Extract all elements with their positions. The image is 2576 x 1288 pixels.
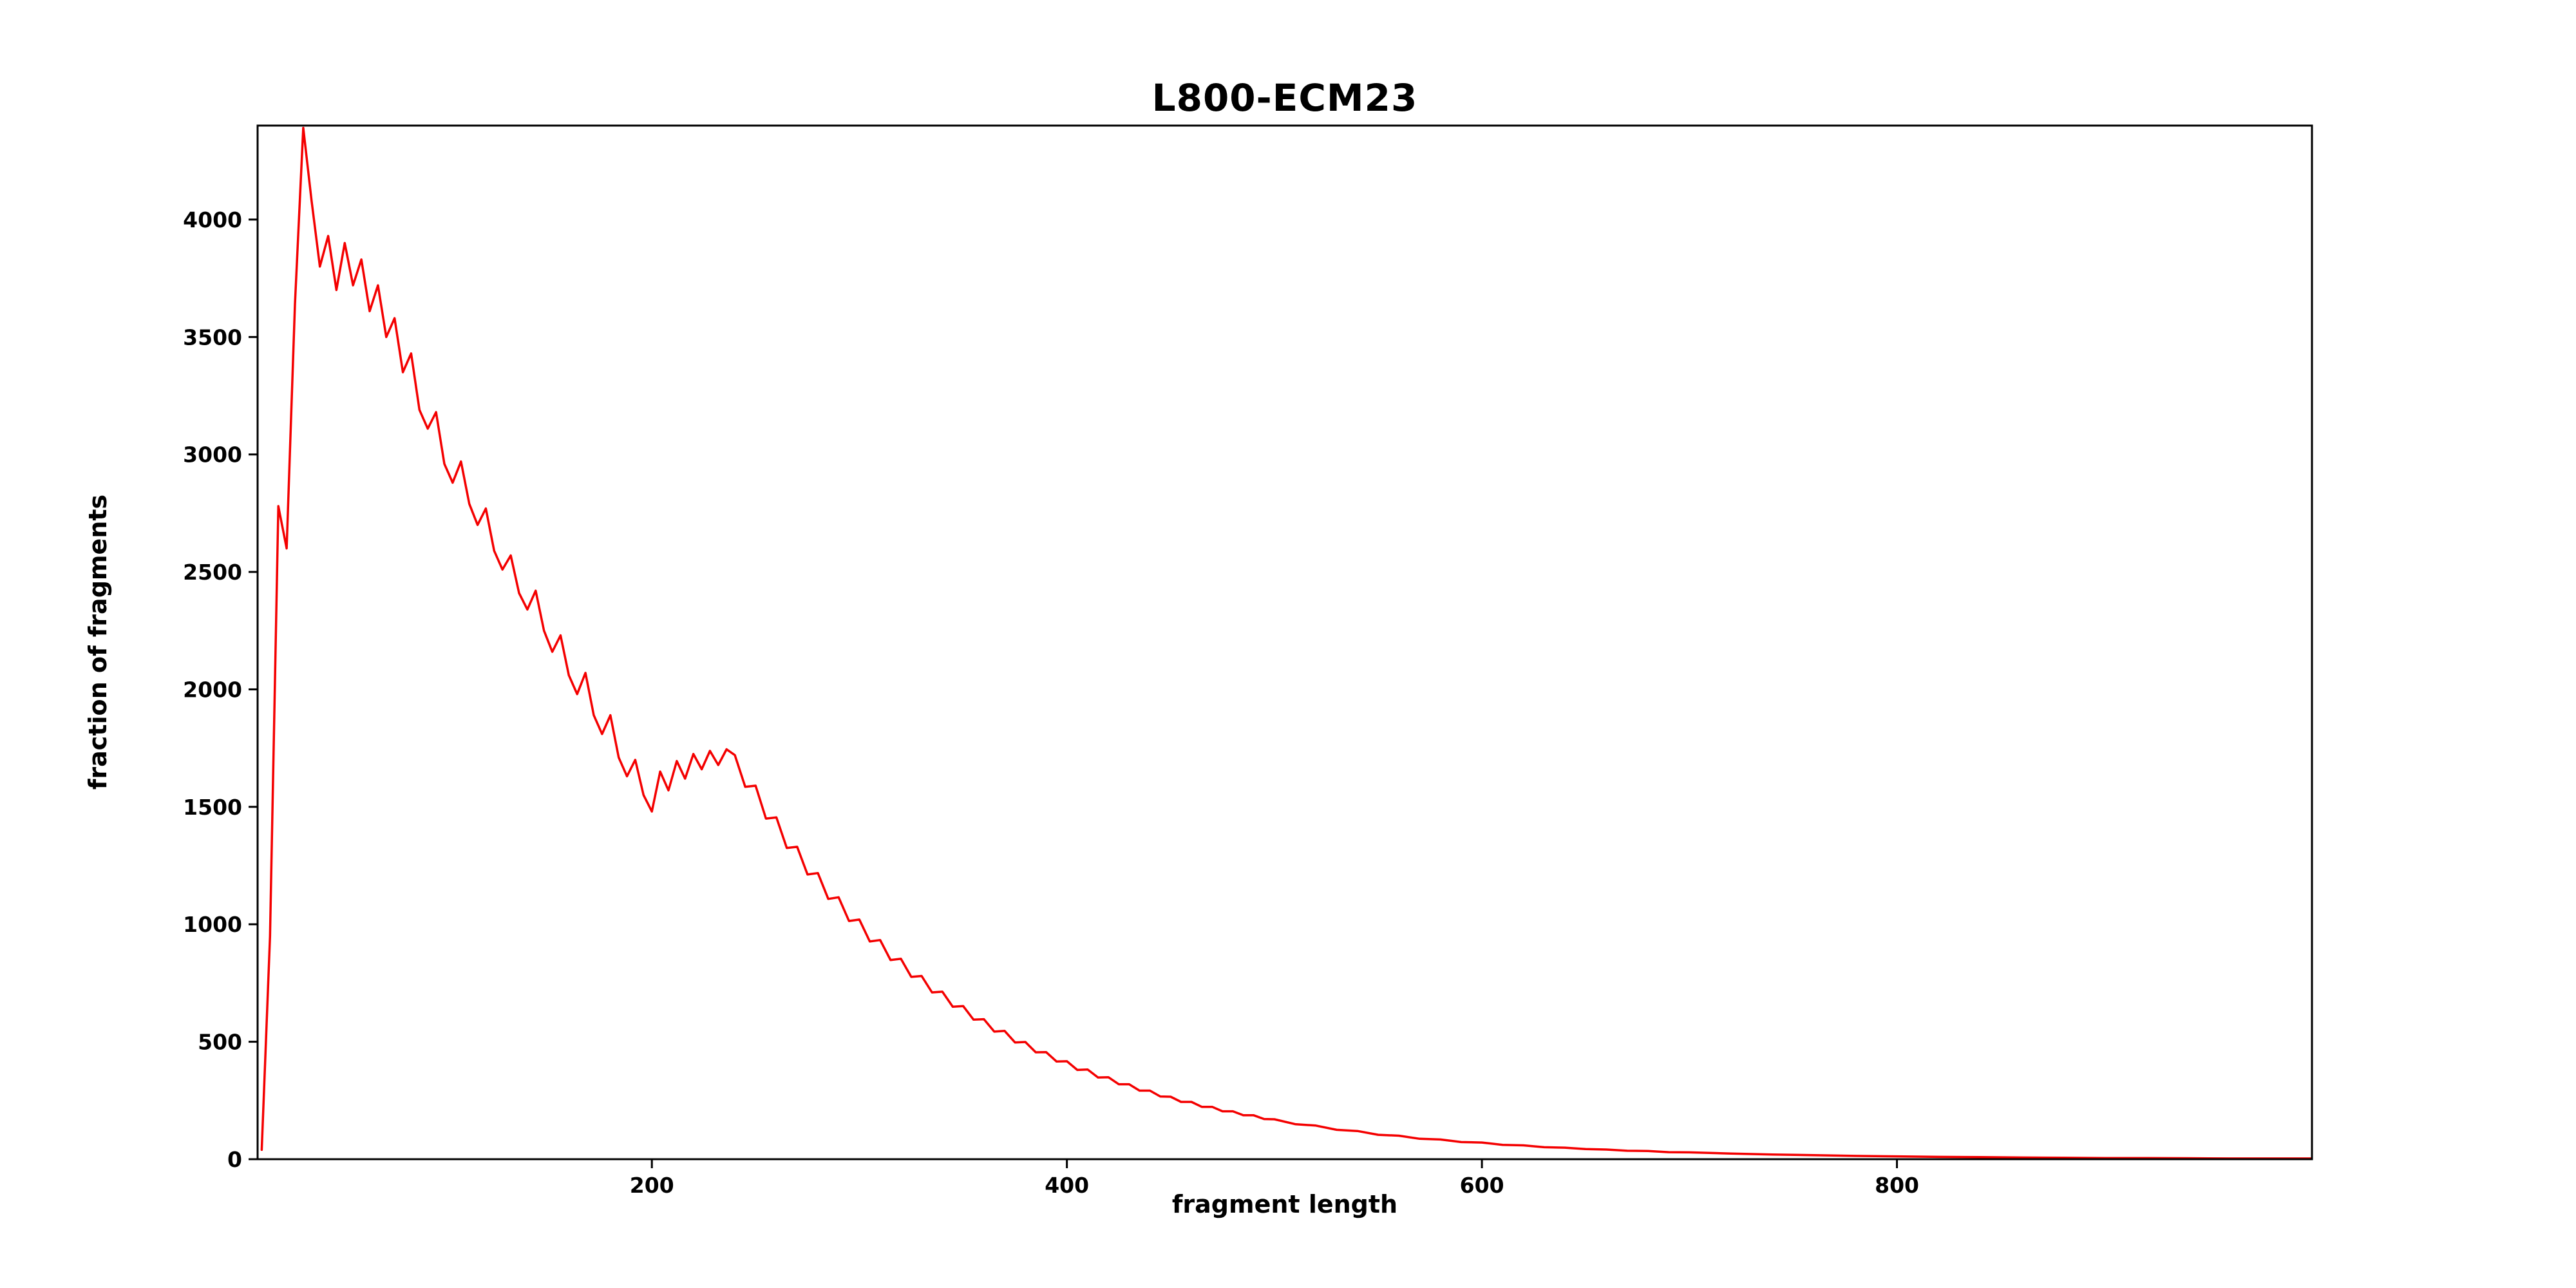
data-line <box>260 126 2312 1159</box>
plot-border <box>256 124 2313 1160</box>
y-axis-tick-label: 3000 <box>183 442 242 468</box>
y-axis-tick-label: 1000 <box>183 912 242 937</box>
y-axis-tick-label: 1500 <box>183 795 242 820</box>
x-axis-tick-label: 200 <box>630 1173 674 1198</box>
x-axis-tick-label: 400 <box>1045 1173 1089 1198</box>
y-axis-tick-label: 2000 <box>183 677 242 702</box>
y-axis-tick-label: 4000 <box>183 207 242 232</box>
chart-title: L800-ECM23 <box>1151 76 1418 120</box>
y-axis-tick-label: 2500 <box>183 560 242 585</box>
x-axis-label: fragment length <box>1171 1190 1398 1218</box>
y-axis-tick-label: 0 <box>227 1147 242 1172</box>
y-axis-tick-label: 3500 <box>183 325 242 350</box>
x-axis-tick-label: 800 <box>1875 1173 1919 1198</box>
y-axis-tick-label: 500 <box>198 1030 242 1055</box>
x-axis-tick-label: 600 <box>1460 1173 1504 1198</box>
